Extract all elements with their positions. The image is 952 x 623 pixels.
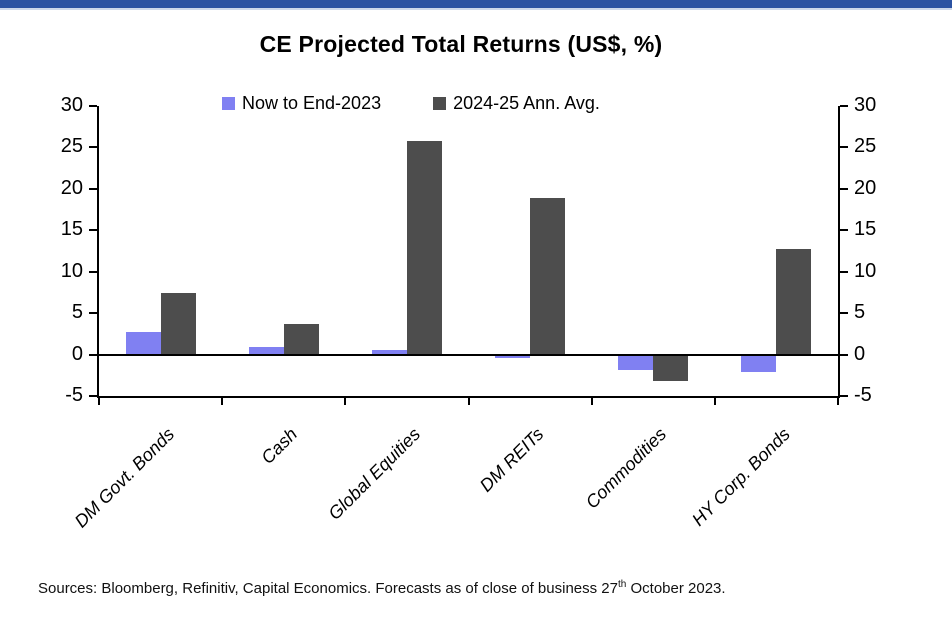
bar-commodities-now-to-end-2023 [618,355,653,370]
left-y-tick-label--5: -5 [65,384,83,406]
right-y-tick--5 [840,395,848,397]
top-accent-bar [0,0,952,10]
bar-global-equities-2024-25-ann-avg [407,141,442,355]
right-y-tick-label-25: 25 [854,135,877,157]
bar-cash-now-to-end-2023 [249,347,284,355]
x-axis-tick-6 [837,398,839,405]
bar-commodities-2024-25-ann-avg [653,355,688,381]
legend-swatch-now-to-end-2023 [222,97,235,110]
sources-superscript: th [617,579,627,590]
bar-hy-corp-bonds-now-to-end-2023 [741,355,776,372]
legend-label-2024-25-ann-avg: 2024-25 Ann. Avg. [453,93,600,113]
left-y-tick--5 [89,395,97,397]
legend-swatch-2024-25-ann-avg [433,97,447,110]
right-y-axis-line [838,106,840,398]
right-y-tick-label-0: 0 [854,343,866,365]
left-y-tick-10 [89,271,97,273]
right-y-tick-label-20: 20 [854,177,877,199]
x-axis-tick-3 [468,398,470,405]
bar-dm-reits-2024-25-ann-avg [530,198,565,355]
x-axis-tick-4 [591,398,593,405]
right-y-tick-label-30: 30 [854,94,877,116]
x-axis-tick-5 [714,398,716,405]
bar-dm-reits-now-to-end-2023 [495,355,530,358]
right-y-tick-0 [840,354,848,356]
left-y-tick-5 [89,312,97,314]
sources-text-suffix: October 2023. [626,580,726,597]
left-y-tick-label-25: 25 [60,135,83,157]
right-y-tick-label--5: -5 [854,384,872,406]
zero-gridline [99,354,838,356]
right-y-tick-5 [840,312,848,314]
chart-legend: Now to End-2023 2024-25 Ann. Avg. [222,93,600,114]
x-axis-tick-1 [221,398,223,405]
left-y-tick-label-0: 0 [71,343,83,365]
left-y-tick-label-30: 30 [60,94,83,116]
left-y-tick-label-5: 5 [71,301,83,323]
left-y-tick-20 [89,188,97,190]
right-y-tick-25 [840,146,848,148]
sources-note: Sources: Bloomberg, Refinitiv, Capital E… [38,579,726,597]
left-y-tick-0 [89,354,97,356]
left-y-tick-30 [89,105,97,107]
right-y-tick-label-5: 5 [854,301,866,323]
x-category-label-cash: Cash [257,424,301,468]
x-category-label-global-equities: Global Equities [324,424,425,524]
left-y-tick-label-15: 15 [60,218,83,240]
x-axis-tick-0 [98,398,100,405]
bar-dm-govt-bonds-2024-25-ann-avg [161,293,196,355]
x-category-label-hy-corp-bonds: HY Corp. Bonds [687,424,794,530]
x-category-label-commodities: Commodities [581,424,671,513]
right-y-tick-label-15: 15 [854,218,877,240]
left-y-axis-line [97,106,99,398]
chart-title: CE Projected Total Returns (US$, %) [259,31,663,57]
bar-dm-govt-bonds-now-to-end-2023 [126,332,161,355]
legend-item-2024-25-ann-avg: 2024-25 Ann. Avg. [433,93,600,114]
left-y-tick-25 [89,146,97,148]
x-axis-line [97,396,840,398]
bar-global-equities-now-to-end-2023 [372,350,407,355]
x-category-label-dm-reits: DM REITs [475,424,548,496]
right-y-tick-30 [840,105,848,107]
left-y-tick-label-20: 20 [60,177,83,199]
sources-text-prefix: Sources: Bloomberg, Refinitiv, Capital E… [38,580,618,597]
right-y-tick-15 [840,229,848,231]
legend-item-now-to-end-2023: Now to End-2023 [222,93,381,114]
left-y-tick-15 [89,229,97,231]
left-y-tick-label-10: 10 [60,260,83,282]
right-y-tick-10 [840,271,848,273]
right-y-tick-20 [840,188,848,190]
bar-hy-corp-bonds-2024-25-ann-avg [776,249,811,355]
bar-cash-2024-25-ann-avg [284,324,319,355]
x-axis-tick-2 [344,398,346,405]
x-category-label-dm-govt-bonds: DM Govt. Bonds [70,424,178,532]
right-y-tick-label-10: 10 [854,260,877,282]
legend-label-now-to-end-2023: Now to End-2023 [242,93,382,113]
